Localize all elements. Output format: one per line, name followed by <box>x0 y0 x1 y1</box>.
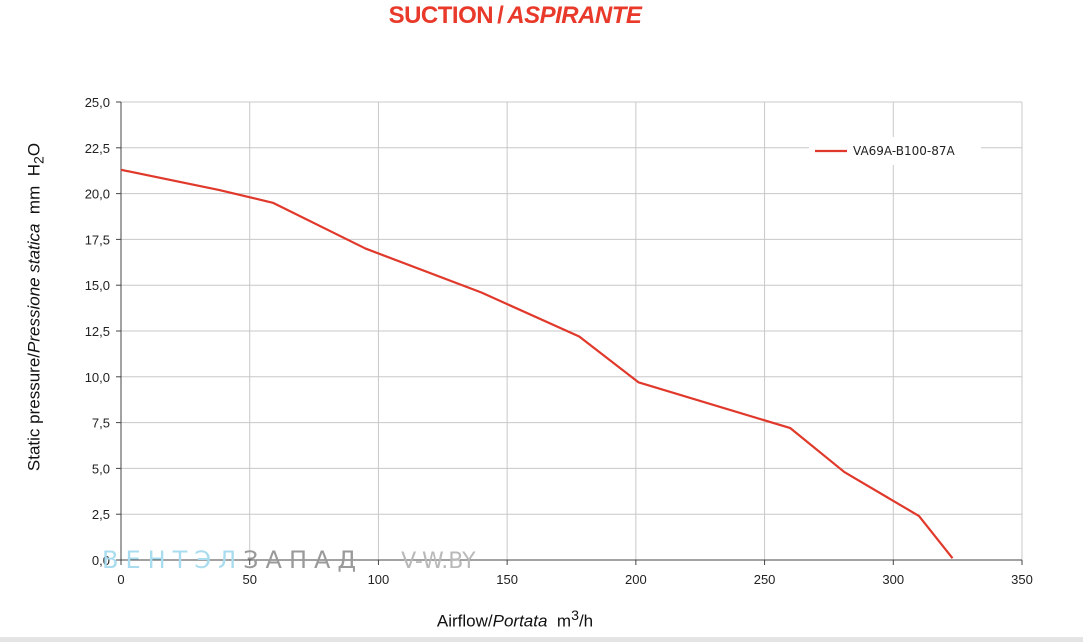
legend-label: VA69A-B100-87A <box>853 144 956 158</box>
y-tick-label: 17,5 <box>85 232 110 247</box>
y-axis-label: Static pressure/Pressione statica mm H2O <box>24 143 47 471</box>
x-axis-label-main: Airflow <box>436 611 488 631</box>
y-tick-label: 7,5 <box>92 416 110 431</box>
y-tick-label: 10,0 <box>85 370 110 385</box>
y-axis-unit-tail: O <box>24 142 44 157</box>
chart-title-alt: ASPIRANTE <box>507 2 642 29</box>
x-axis-unit: m <box>556 611 572 631</box>
x-axis-unit-tail: /h <box>578 611 594 631</box>
bottom-divider <box>0 637 1083 642</box>
y-tick-label: 22,5 <box>85 141 110 156</box>
y-tick-label: 12,5 <box>85 324 110 339</box>
x-axis-label-separator: / <box>487 611 493 631</box>
x-tick-label: 200 <box>625 572 647 587</box>
series-line <box>120 168 954 559</box>
y-axis-label-alt: Pressione statica <box>24 223 44 353</box>
y-axis-label-main: Static pressure <box>24 357 44 472</box>
y-tick-label: 2,5 <box>92 507 110 522</box>
watermark-part3: V-W.BY <box>401 549 476 574</box>
watermark: ВЕНТЭЛЗАПАД V-W.BY <box>102 546 476 574</box>
x-tick-label: 300 <box>882 572 904 587</box>
chart-title: SUCTION / ASPIRANTE <box>0 2 1030 30</box>
x-tick-label: 50 <box>242 572 256 587</box>
x-axis-label: Airflow/Portata m3/h <box>0 608 1030 632</box>
y-tick-label: 15,0 <box>85 278 110 293</box>
x-axis-label-alt: Portata <box>492 611 548 631</box>
x-axis-unit-sup: 3 <box>571 608 579 624</box>
y-axis-unit-letter: H <box>24 164 44 177</box>
x-tick-label: 100 <box>368 572 390 587</box>
watermark-part2: ЗАПАД <box>243 546 364 574</box>
y-axis-unit-sub: 2 <box>31 156 48 165</box>
chart-title-main: SUCTION <box>388 2 494 29</box>
x-tick-label: 150 <box>496 572 518 587</box>
x-tick-label: 250 <box>754 572 776 587</box>
x-tick-label: 350 <box>1011 572 1033 587</box>
y-tick-label: 5,0 <box>92 461 110 476</box>
chart-title-separator: / <box>497 2 504 29</box>
y-axis-label-separator: / <box>24 352 44 358</box>
y-tick-label: 0,0 <box>92 553 110 568</box>
x-tick-label: 0 <box>117 572 124 587</box>
watermark-part1: ВЕНТЭЛ <box>102 546 244 574</box>
y-tick-label: 25,0 <box>85 95 110 110</box>
y-axis-unit: mm <box>24 185 44 215</box>
y-tick-label: 20,0 <box>85 187 110 202</box>
